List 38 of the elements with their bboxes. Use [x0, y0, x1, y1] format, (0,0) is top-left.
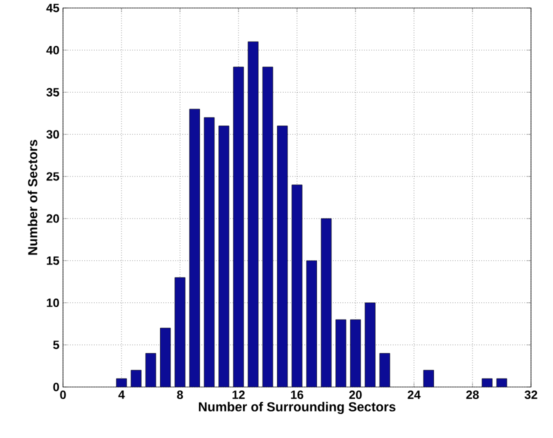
- bar: [248, 41, 258, 387]
- bar: [160, 328, 171, 387]
- y-axis-title: Number of Sectors: [28, 140, 38, 255]
- bar: [204, 117, 215, 387]
- y-tick-label: 20: [46, 214, 59, 223]
- bar: [189, 108, 200, 387]
- x-tick-label: 16: [291, 390, 304, 400]
- x-tick-label: 24: [408, 390, 421, 399]
- bar: [292, 184, 302, 387]
- bar: [306, 260, 317, 387]
- y-tick-label: 15: [46, 256, 60, 265]
- y-tick-label: 0: [53, 382, 59, 392]
- bar: [145, 353, 156, 387]
- bar: [233, 66, 244, 387]
- x-tick-label: 32: [524, 390, 538, 400]
- x-tick-label: 12: [232, 390, 245, 399]
- y-tick-label: 45: [46, 4, 60, 12]
- x-tick-label: 28: [466, 390, 479, 400]
- bar: [262, 66, 274, 387]
- x-axis-title: Number of Surrounding Sectors: [198, 402, 396, 414]
- x-tick-label: 20: [349, 390, 362, 400]
- y-tick-label: 40: [46, 46, 59, 54]
- bar: [174, 277, 186, 387]
- bar: [379, 353, 390, 387]
- y-tick-label: 25: [46, 172, 60, 181]
- bar: [350, 319, 361, 387]
- y-tick-label: 30: [46, 130, 59, 139]
- bar: [320, 218, 332, 387]
- x-tick-label: 8: [177, 390, 183, 400]
- bar: [364, 302, 376, 387]
- y-tick-label: 10: [46, 298, 59, 308]
- x-tick-label: 0: [60, 390, 66, 400]
- bar: [336, 319, 346, 387]
- bar: [277, 126, 288, 387]
- x-tick-label: 4: [118, 390, 125, 399]
- bar: [218, 126, 230, 387]
- y-tick-label: 35: [46, 88, 60, 96]
- y-tick-label: 5: [53, 340, 60, 350]
